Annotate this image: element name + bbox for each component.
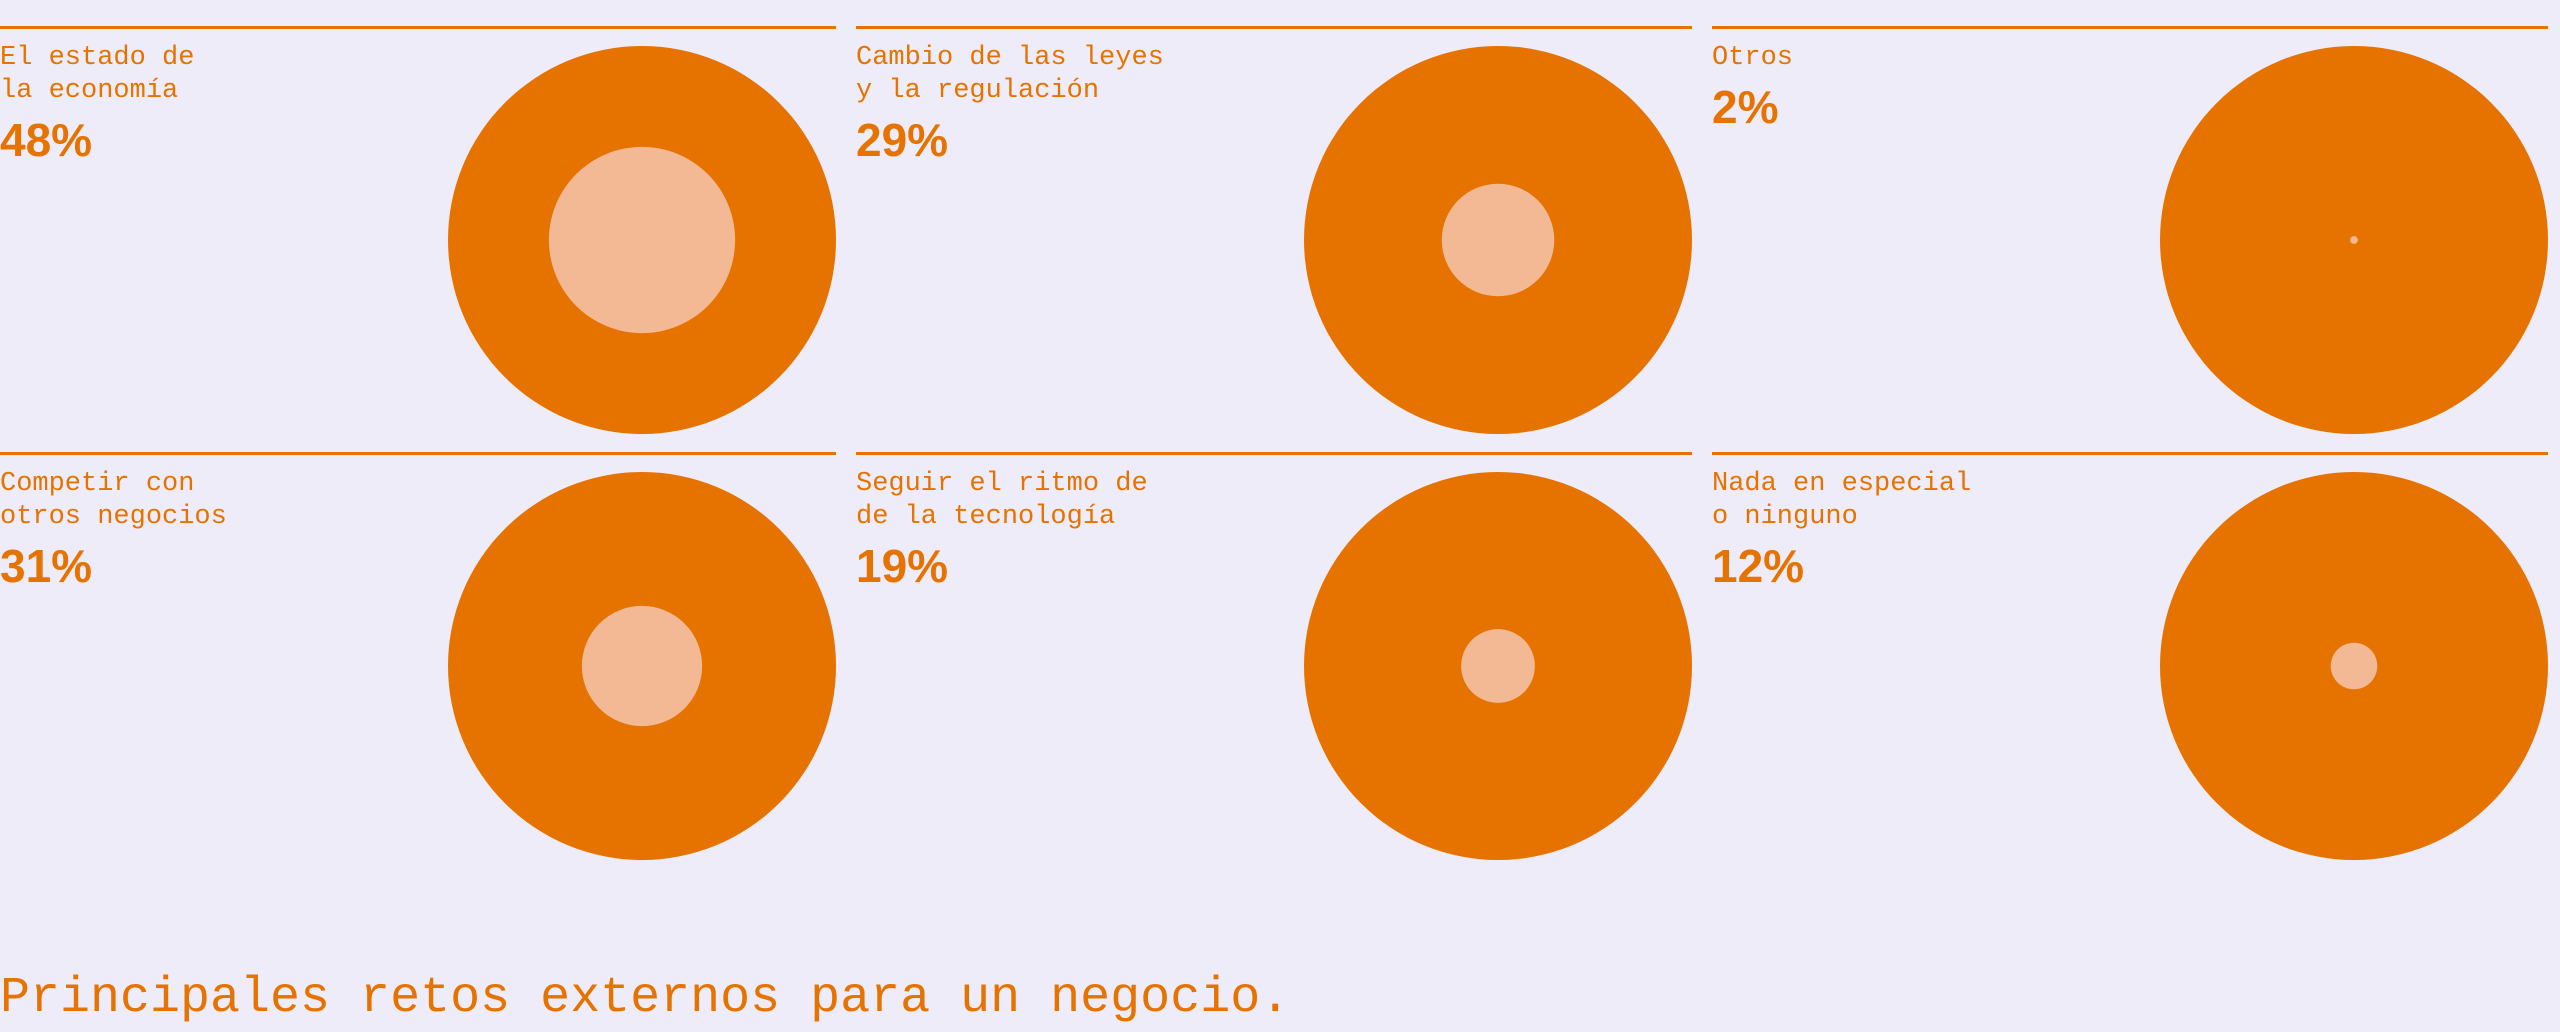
inner-circle bbox=[2330, 642, 2378, 690]
value-label: 29% bbox=[856, 114, 949, 166]
divider bbox=[0, 452, 836, 455]
value-label: 19% bbox=[856, 540, 949, 592]
inner-circle bbox=[2350, 236, 2358, 244]
value-label: 48% bbox=[0, 114, 93, 166]
circle-chart bbox=[2160, 46, 2548, 434]
category-label: Seguir el ritmo de de la tecnología 19% bbox=[856, 469, 1148, 592]
divider bbox=[856, 452, 1692, 455]
circle-chart bbox=[2160, 472, 2548, 860]
category-label: Otros 2% bbox=[1712, 43, 1794, 133]
category-label: Cambio de las leyes y la regulación 29% bbox=[856, 43, 1164, 166]
chart-title: Principales retos externos para un negoc… bbox=[0, 970, 1291, 1027]
divider bbox=[1712, 26, 2548, 29]
panel: Cambio de las leyes y la regulación 29% bbox=[856, 26, 1692, 438]
category-label: El estado de la economía 48% bbox=[0, 43, 195, 166]
circle-chart bbox=[1304, 46, 1692, 434]
panel: Seguir el ritmo de de la tecnología 19% bbox=[856, 452, 1692, 864]
value-label: 2% bbox=[1712, 81, 1779, 133]
panel: El estado de la economía 48% bbox=[0, 26, 836, 438]
circle-chart bbox=[1304, 472, 1692, 860]
inner-circle bbox=[581, 605, 703, 727]
panel: Competir con otros negocios 31% bbox=[0, 452, 836, 864]
panel: Nada en especial o ninguno 12% bbox=[1712, 452, 2548, 864]
inner-circle bbox=[548, 146, 736, 334]
category-label: Competir con otros negocios 31% bbox=[0, 469, 227, 592]
divider bbox=[0, 26, 836, 29]
panel: Otros 2% bbox=[1712, 26, 2548, 438]
category-label: Nada en especial o ninguno 12% bbox=[1712, 469, 1972, 592]
divider bbox=[856, 26, 1692, 29]
divider bbox=[1712, 452, 2548, 455]
value-label: 31% bbox=[0, 540, 93, 592]
inner-circle bbox=[1441, 183, 1555, 297]
inner-circle bbox=[1461, 629, 1535, 703]
circle-chart bbox=[448, 46, 836, 434]
circle-chart bbox=[448, 472, 836, 860]
value-label: 12% bbox=[1712, 540, 1805, 592]
